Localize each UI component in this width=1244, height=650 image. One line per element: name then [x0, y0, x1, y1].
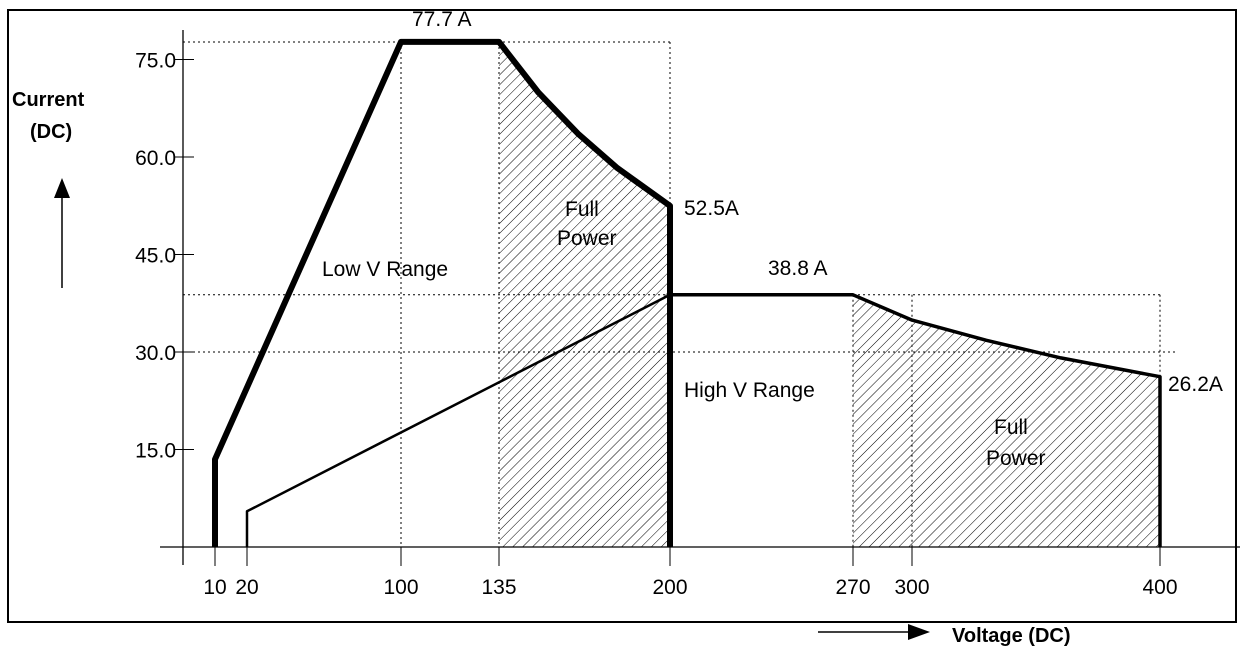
full-power-1-line2: Power: [557, 227, 617, 250]
end-high-label: 26.2A: [1168, 373, 1223, 396]
y-tick-label: 75.0: [135, 50, 176, 73]
low-range-label: Low V Range: [322, 258, 448, 281]
full-power-2-line1: Full: [994, 416, 1028, 439]
y-tick-label: 15.0: [135, 440, 176, 463]
y-tick-label: 45.0: [135, 245, 176, 268]
y-axis-title-line1: Current: [12, 89, 85, 111]
x-tick-label: 200: [652, 576, 687, 599]
right-arrow-icon: [818, 624, 930, 640]
x-tick-label: 135: [481, 576, 516, 599]
x-tick-label: 20: [235, 576, 258, 599]
series-line-2-power: [670, 293, 1162, 547]
full-power-1-line1: Full: [565, 198, 599, 221]
x-axis-title: Voltage (DC): [952, 625, 1071, 647]
x-tick-label: 270: [835, 576, 870, 599]
peak-low-label: 77.7 A: [412, 8, 472, 31]
peak-high-label: 38.8 A: [768, 257, 828, 280]
x-tick-label: 400: [1142, 576, 1177, 599]
full-power-region-2: [853, 294, 1160, 547]
end-low-label: 52.5A: [684, 197, 739, 220]
chart-frame: [7, 9, 1237, 623]
x-tick-label: 10: [203, 576, 226, 599]
y-axis-title-line2: (DC): [30, 121, 72, 143]
y-ticks: 15.0 30.0 45.0 60.0 75.0: [135, 50, 194, 463]
x-ticks: 10 20 100 135 200 270 300 400: [203, 547, 1178, 599]
y-tick-label: 60.0: [135, 147, 176, 170]
series-lines: [212, 38, 1162, 548]
x-tick-label: 300: [894, 576, 929, 599]
y-tick-label: 30.0: [135, 342, 176, 365]
high-range-label: High V Range: [684, 379, 815, 402]
up-arrow-icon: [54, 178, 70, 288]
full-power-2-line2: Power: [986, 447, 1046, 470]
x-tick-label: 100: [383, 576, 418, 599]
